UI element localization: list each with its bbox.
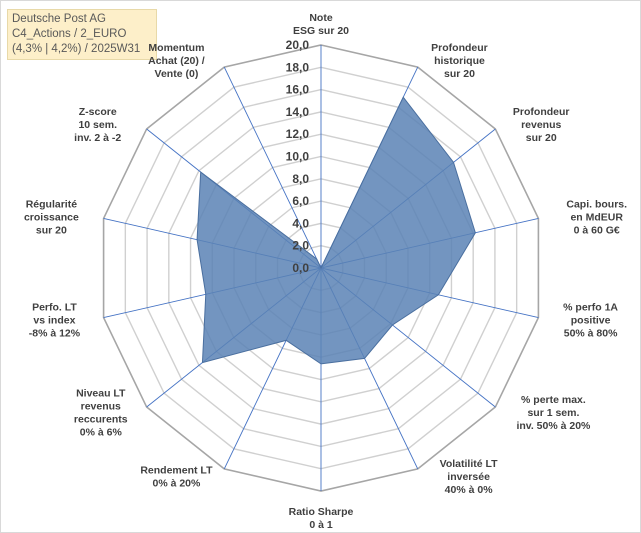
radar-tick-labels: 0,0 2,0 4,0 6,0 8,0 10,0 12,0 14,0 16,0 18,0 20,0 bbox=[286, 38, 310, 275]
title-line-company: Deutsche Post AG bbox=[12, 13, 106, 25]
axis-label-12: Z-score 10 sem. inv. 2 à -2 bbox=[74, 106, 121, 144]
axis-label-line: Rendement LT bbox=[140, 465, 213, 477]
axis-label-0: Note ESG sur 20 bbox=[293, 12, 349, 37]
tick-label: 20,0 bbox=[286, 38, 310, 52]
tick-label: 6,0 bbox=[292, 194, 309, 208]
axis-label-line: 40% à 0% bbox=[445, 484, 494, 496]
axis-label-line: inv. 50% à 20% bbox=[516, 420, 591, 432]
axis-label-line: Vente (0) bbox=[155, 68, 199, 80]
tick-label: 16,0 bbox=[286, 83, 310, 97]
axis-label-line: sur 20 bbox=[526, 132, 557, 144]
axis-label-line: -8% à 12% bbox=[29, 327, 81, 339]
tick-label: 10,0 bbox=[286, 150, 310, 164]
axis-label-line: en MdEUR bbox=[570, 212, 623, 224]
tick-label: 8,0 bbox=[292, 172, 309, 186]
axis-label-line: positive bbox=[571, 314, 611, 326]
axis-label-line: Capi. bours. bbox=[566, 199, 627, 211]
chart-title-box: Deutsche Post AG C4_Actions / 2_EURO (4,… bbox=[7, 9, 157, 60]
axis-label-line: sur 20 bbox=[36, 225, 67, 237]
tick-label: 4,0 bbox=[292, 216, 309, 230]
axis-label-line: Profondeur bbox=[431, 42, 488, 54]
axis-label-line: Momentum bbox=[148, 42, 204, 54]
tick-label: 2,0 bbox=[292, 239, 309, 253]
axis-label-line: % perfo 1A bbox=[563, 301, 618, 313]
axis-label-13: Momentum Achat (20) / Vente (0) bbox=[148, 42, 205, 80]
axis-label-line: revenus bbox=[81, 401, 121, 413]
axis-label-line: vs index bbox=[33, 314, 75, 326]
axis-label-line: % perte max. bbox=[521, 394, 586, 406]
axis-label-line: Note bbox=[309, 12, 332, 24]
tick-label: 18,0 bbox=[286, 60, 310, 74]
axis-label-line: historique bbox=[434, 55, 485, 67]
axis-label-line: Ratio Sharpe bbox=[289, 506, 354, 518]
title-line-period: (4,3% | 4,2%) / 2025W31 bbox=[12, 43, 141, 55]
axis-label-2: Profondeur revenus sur 20 bbox=[513, 106, 570, 144]
axis-label-line: inv. 2 à -2 bbox=[74, 132, 121, 144]
title-line-category: C4_Actions / 2_EURO bbox=[12, 28, 127, 40]
axis-label-9: Niveau LT revenus reccurents 0% à 6% bbox=[74, 388, 128, 439]
axis-label-7: Ratio Sharpe 0 à 1 bbox=[289, 506, 354, 531]
axis-label-5: % perte max. sur 1 sem. inv. 50% à 20% bbox=[516, 394, 591, 432]
axis-label-line: revenus bbox=[521, 119, 561, 131]
axis-label-line: inversée bbox=[447, 471, 490, 483]
axis-label-line: 0% à 6% bbox=[80, 427, 123, 439]
axis-label-line: Régularité bbox=[26, 199, 78, 211]
tick-label: 0,0 bbox=[292, 261, 309, 275]
series-area bbox=[196, 96, 476, 365]
axis-label-line: Z-score bbox=[79, 106, 117, 118]
axis-label-10: Perfo. LT vs index -8% à 12% bbox=[29, 301, 81, 339]
axis-label-line: 0% à 20% bbox=[152, 478, 201, 490]
axis-label-1: Profondeur historique sur 20 bbox=[431, 42, 488, 80]
axis-label-3: Capi. bours. en MdEUR 0 à 60 G€ bbox=[566, 199, 627, 237]
axis-label-line: Perfo. LT bbox=[32, 301, 77, 313]
spoke-13 bbox=[223, 66, 322, 269]
axis-label-line: 0 à 1 bbox=[309, 519, 333, 531]
axis-label-4: % perfo 1A positive 50% à 80% bbox=[563, 301, 618, 339]
axis-label-line: 0 à 60 G€ bbox=[574, 225, 620, 237]
axis-label-line: Achat (20) / bbox=[148, 55, 205, 67]
axis-label-line: Niveau LT bbox=[76, 388, 126, 400]
axis-label-line: Profondeur bbox=[513, 106, 570, 118]
axis-label-6: Volatilité LT inversée 40% à 0% bbox=[440, 458, 499, 496]
axis-label-line: croissance bbox=[24, 212, 79, 224]
axis-label-line: sur 20 bbox=[444, 68, 475, 80]
tick-label: 12,0 bbox=[286, 127, 310, 141]
axis-label-line: Volatilité LT bbox=[440, 458, 499, 470]
axis-label-line: 50% à 80% bbox=[564, 327, 618, 339]
tick-label: 14,0 bbox=[286, 105, 310, 119]
radar-series bbox=[196, 96, 476, 365]
axis-label-line: sur 1 sem. bbox=[527, 407, 579, 419]
axis-label-line: reccurents bbox=[74, 414, 128, 426]
axis-label-line: ESG sur 20 bbox=[293, 25, 349, 37]
axis-label-11: Régularité croissance sur 20 bbox=[24, 199, 79, 237]
axis-label-8: Rendement LT 0% à 20% bbox=[140, 465, 213, 490]
axis-label-line: 10 sem. bbox=[78, 119, 117, 131]
